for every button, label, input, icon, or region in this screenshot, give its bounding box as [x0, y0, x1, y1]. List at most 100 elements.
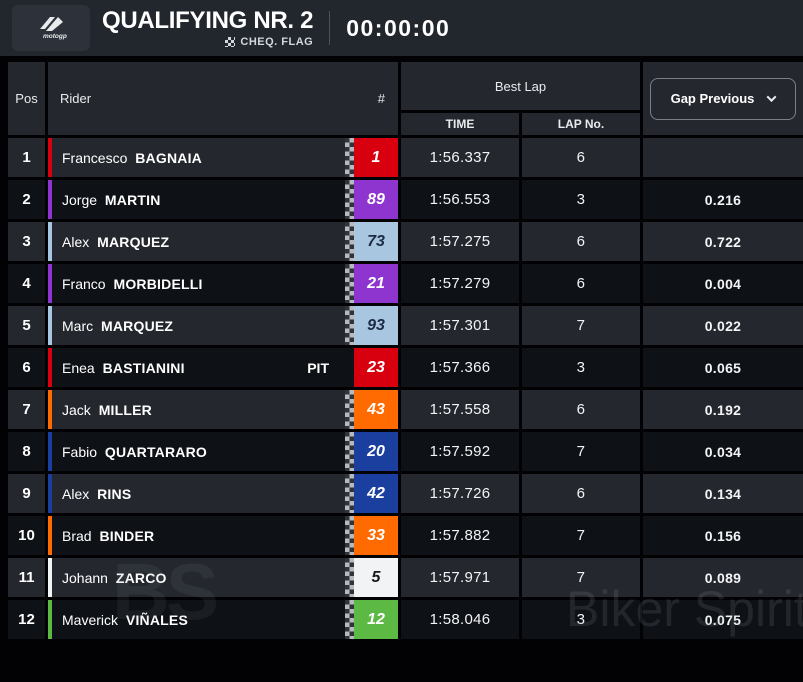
rider-first-name: Jack — [62, 401, 95, 418]
rider-number: 89 — [354, 180, 398, 219]
rider-cell: Jorge MARTIN 89 — [48, 180, 398, 219]
rider-cell: Jack MILLER 43 — [48, 390, 398, 429]
best-lap-number: 3 — [522, 348, 640, 387]
rider-number: 93 — [354, 306, 398, 345]
rider-first-name: Marc — [62, 317, 97, 334]
rider-cell: Franco MORBIDELLI 21 — [48, 264, 398, 303]
rider-number: 33 — [354, 516, 398, 555]
best-lap-time: 1:57.275 — [401, 222, 519, 261]
rider-name: Marc MARQUEZ — [62, 318, 345, 334]
svg-text:motogp: motogp — [43, 33, 67, 40]
team-color-bar — [48, 138, 52, 177]
team-color-bar — [48, 222, 52, 261]
rider-name: Maverick VIÑALES — [62, 612, 345, 628]
table-row: 11 Johann ZARCO 5 1:57.971 7 0.089 — [8, 558, 803, 597]
rider-number: 23 — [354, 348, 398, 387]
best-lap-time: 1:57.558 — [401, 390, 519, 429]
gap-value: 0.156 — [643, 516, 803, 555]
rows: 1 Francesco BAGNAIA 1 1:56.337 6 2 Jorge… — [8, 138, 803, 639]
rider-last-name: MORBIDELLI — [113, 275, 203, 292]
session-flag-status: CHEQ. FLAG — [225, 36, 313, 48]
gap-mode-label: Gap Previous — [670, 91, 755, 106]
team-color-bar — [48, 558, 52, 597]
best-lap-time: 1:58.046 — [401, 600, 519, 639]
chevron-down-icon — [766, 92, 777, 103]
table-row: 3 Alex MARQUEZ 73 1:57.275 6 0.722 — [8, 222, 803, 261]
flag-status-label: CHEQ. FLAG — [240, 36, 314, 49]
motogp-logo-icon: motogp — [40, 17, 67, 40]
position-cell: 9 — [8, 474, 45, 513]
team-color-bar — [48, 516, 52, 555]
gap-mode-dropdown[interactable]: Gap Previous — [650, 77, 796, 120]
best-lap-number: 6 — [522, 264, 640, 303]
position-cell: 5 — [8, 306, 45, 345]
gap-value: 0.192 — [643, 390, 803, 429]
team-color-bar — [48, 306, 52, 345]
rider-name: Enea BASTIANINI — [62, 360, 307, 376]
gap-value — [643, 138, 803, 177]
rider-first-name: Alex — [62, 233, 94, 250]
best-lap-number: 3 — [522, 600, 640, 639]
rider-header-label: Rider — [60, 91, 92, 106]
rider-number: 20 — [354, 432, 398, 471]
best-lap-number: 7 — [522, 306, 640, 345]
finish-flag-strip — [345, 306, 354, 345]
rider-cell: Marc MARQUEZ 93 — [48, 306, 398, 345]
rider-cell: Alex MARQUEZ 73 — [48, 222, 398, 261]
table-row: 9 Alex RINS 42 1:57.726 6 0.134 — [8, 474, 803, 513]
rider-first-name: Enea — [62, 359, 99, 376]
position-cell: 3 — [8, 222, 45, 261]
column-header-time: TIME — [401, 113, 519, 135]
gap-value: 0.216 — [643, 180, 803, 219]
gap-value: 0.065 — [643, 348, 803, 387]
rider-last-name: BINDER — [99, 527, 155, 544]
rider-last-name: MARQUEZ — [97, 233, 170, 250]
table-row: 10 Brad BINDER 33 1:57.882 7 0.156 — [8, 516, 803, 555]
rider-cell: Maverick VIÑALES 12 — [48, 600, 398, 639]
gap-value: 0.722 — [643, 222, 803, 261]
team-color-bar — [48, 348, 52, 387]
rider-cell: Fabio QUARTARARO 20 — [48, 432, 398, 471]
rider-first-name: Jorge — [62, 191, 101, 208]
session-header: motogp QUALIFYING NR. 2 CHEQ. FLAG 00:00… — [0, 0, 803, 56]
rider-name: Jorge MARTIN — [62, 192, 345, 208]
team-color-bar — [48, 600, 52, 639]
rider-number: 1 — [354, 138, 398, 177]
rider-cell: Brad BINDER 33 — [48, 516, 398, 555]
rider-last-name: QUARTARARO — [104, 443, 207, 460]
rider-last-name: RINS — [97, 485, 132, 502]
gap-value: 0.134 — [643, 474, 803, 513]
rider-last-name: BAGNAIA — [135, 149, 202, 166]
table-row: 1 Francesco BAGNAIA 1 1:56.337 6 — [8, 138, 803, 177]
rider-number: 73 — [354, 222, 398, 261]
best-lap-time: 1:57.366 — [401, 348, 519, 387]
gap-value: 0.004 — [643, 264, 803, 303]
best-lap-number: 6 — [522, 222, 640, 261]
position-cell: 11 — [8, 558, 45, 597]
position-cell: 12 — [8, 600, 45, 639]
rider-name: Franco MORBIDELLI — [62, 276, 345, 292]
rider-last-name: MILLER — [98, 401, 152, 418]
rider-cell: Johann ZARCO 5 — [48, 558, 398, 597]
finish-flag-strip — [345, 222, 354, 261]
team-color-bar — [48, 474, 52, 513]
column-header-pos: Pos — [8, 62, 45, 135]
gap-value: 0.089 — [643, 558, 803, 597]
position-cell: 8 — [8, 432, 45, 471]
rider-name: Alex MARQUEZ — [62, 234, 345, 250]
position-cell: 4 — [8, 264, 45, 303]
session-title: QUALIFYING NR. 2 — [102, 6, 314, 34]
finish-flag-strip — [345, 180, 354, 219]
pit-badge: PIT — [307, 359, 329, 376]
rider-cell: Alex RINS 42 — [48, 474, 398, 513]
team-color-bar — [48, 390, 52, 429]
best-lap-time: 1:57.592 — [401, 432, 519, 471]
rider-number: 43 — [354, 390, 398, 429]
rider-name: Fabio QUARTARARO — [62, 444, 345, 460]
table-row: 2 Jorge MARTIN 89 1:56.553 3 0.216 — [8, 180, 803, 219]
best-lap-number: 6 — [522, 474, 640, 513]
rider-first-name: Maverick — [62, 611, 122, 628]
rider-first-name: Francesco — [62, 149, 132, 166]
best-lap-number: 7 — [522, 558, 640, 597]
finish-flag-strip — [345, 516, 354, 555]
